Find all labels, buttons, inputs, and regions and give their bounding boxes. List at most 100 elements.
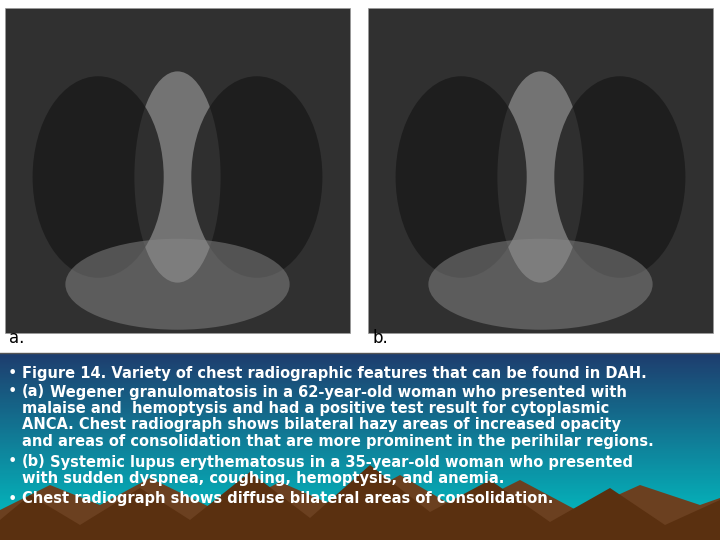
Bar [0, 399, 720, 401]
Bar [0, 524, 720, 525]
Bar [0, 475, 720, 477]
Bar [0, 476, 720, 478]
Text: Chest radiograph shows diffuse bilateral areas of consolidation.: Chest radiograph shows diffuse bilateral… [22, 491, 554, 507]
Bar [5, 8, 350, 333]
Bar [0, 472, 720, 475]
Ellipse shape [498, 71, 584, 282]
Bar [0, 508, 720, 509]
Text: b.: b. [372, 329, 388, 347]
Bar [0, 427, 720, 428]
Bar [0, 465, 720, 467]
Text: Figure 14. Variety of chest radiographic features that can be found in DAH.: Figure 14. Variety of chest radiographic… [22, 366, 647, 381]
Bar [0, 455, 720, 457]
Bar [0, 499, 720, 501]
Bar [0, 367, 720, 368]
Bar [0, 512, 720, 514]
Bar [0, 504, 720, 505]
Bar [0, 443, 720, 444]
Bar [0, 537, 720, 539]
Bar [0, 535, 720, 537]
Bar [0, 539, 720, 540]
Text: (b): (b) [22, 455, 46, 469]
Ellipse shape [395, 76, 527, 278]
Bar [0, 372, 720, 374]
Text: with sudden dyspnea, coughing, hemoptysis, and anemia.: with sudden dyspnea, coughing, hemoptysi… [22, 471, 505, 486]
Bar [0, 530, 720, 532]
Bar [0, 468, 720, 469]
Bar [0, 444, 720, 446]
Bar [0, 406, 720, 407]
Bar [0, 378, 720, 380]
Bar [0, 430, 720, 432]
Bar [0, 424, 720, 426]
Bar [0, 418, 720, 420]
Bar [0, 374, 720, 376]
Bar [0, 484, 720, 485]
Bar [0, 451, 720, 453]
Bar [0, 447, 720, 448]
Bar [0, 426, 720, 427]
Bar [0, 386, 720, 387]
Bar [0, 534, 720, 536]
Bar [0, 429, 720, 431]
Bar [0, 393, 720, 395]
Bar [0, 382, 720, 383]
Polygon shape [0, 465, 720, 540]
Bar [0, 373, 720, 375]
Bar [0, 442, 720, 443]
Bar [0, 384, 720, 386]
Bar [0, 383, 720, 384]
Bar [0, 420, 720, 422]
Ellipse shape [135, 71, 220, 282]
Bar [0, 525, 720, 527]
Bar [0, 400, 720, 402]
Bar [0, 515, 720, 517]
Bar [0, 509, 720, 511]
Text: •: • [8, 384, 17, 400]
Text: Systemic lupus erythematosus in a 35-year-old woman who presented: Systemic lupus erythematosus in a 35-yea… [45, 455, 633, 469]
Bar [0, 519, 720, 521]
Bar [0, 414, 720, 416]
Bar [0, 478, 720, 480]
Bar [0, 494, 720, 496]
Bar [0, 404, 720, 406]
Ellipse shape [554, 76, 685, 278]
Text: (a): (a) [22, 384, 45, 400]
Bar [0, 387, 720, 388]
Bar [0, 529, 720, 530]
Text: •: • [8, 455, 17, 469]
Bar [0, 438, 720, 440]
Bar [0, 501, 720, 503]
Bar [0, 380, 720, 382]
Bar [0, 470, 720, 472]
Bar [0, 521, 720, 523]
Bar [0, 487, 720, 488]
Bar [0, 377, 720, 379]
Bar [0, 403, 720, 404]
Bar [0, 528, 720, 540]
Bar [0, 413, 720, 415]
Text: •: • [8, 366, 17, 381]
Bar [0, 531, 720, 533]
Bar [0, 389, 720, 391]
Bar [0, 370, 720, 372]
Text: •: • [8, 491, 17, 507]
Ellipse shape [428, 239, 652, 330]
Bar [0, 462, 720, 463]
Bar [0, 492, 720, 495]
Bar [0, 463, 720, 464]
Bar [0, 431, 720, 433]
Bar [0, 490, 720, 492]
Bar [0, 485, 720, 487]
Bar [0, 355, 720, 357]
Bar [0, 467, 720, 468]
Bar [0, 428, 720, 429]
Text: and areas of consolidation that are more prominent in the perihilar regions.: and areas of consolidation that are more… [22, 434, 654, 449]
Bar [0, 359, 720, 361]
Bar [0, 503, 720, 504]
Bar [0, 523, 720, 524]
Text: ANCA. Chest radiograph shows bilateral hazy areas of increased opacity: ANCA. Chest radiograph shows bilateral h… [22, 417, 621, 433]
Bar [0, 532, 720, 534]
Bar [0, 375, 720, 377]
Ellipse shape [192, 76, 323, 278]
